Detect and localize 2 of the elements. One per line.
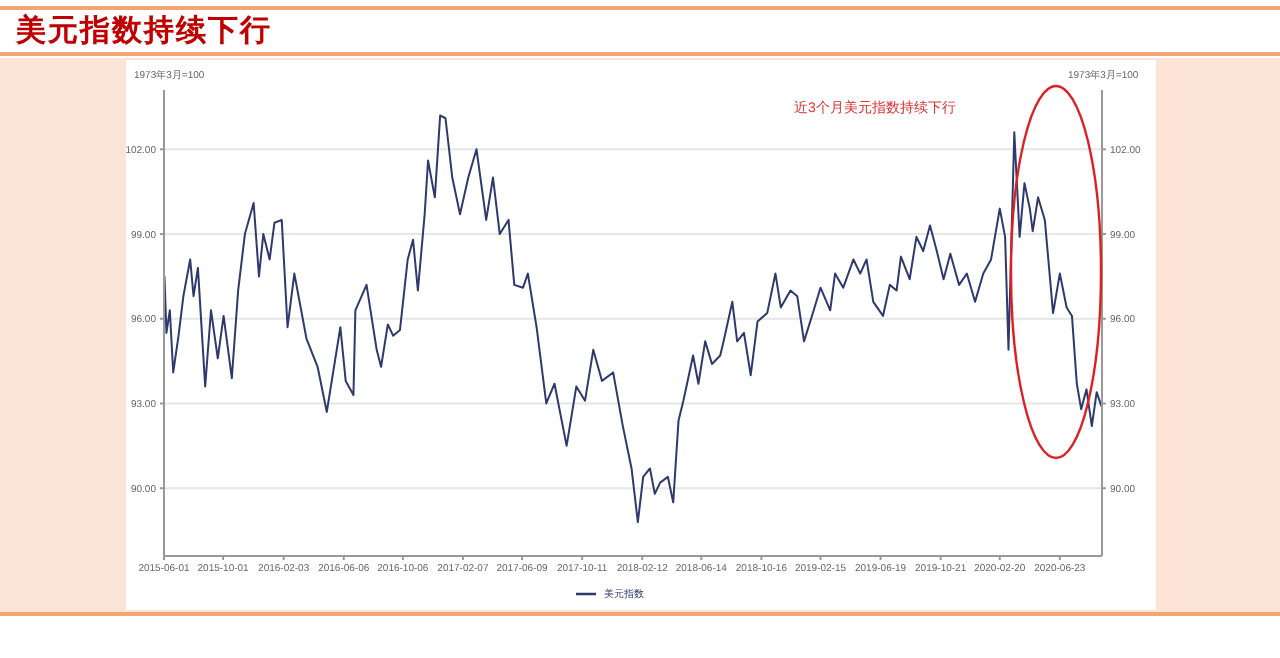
line-series: [164, 114, 1102, 524]
chart-title: 美元指数持续下行: [16, 12, 272, 50]
